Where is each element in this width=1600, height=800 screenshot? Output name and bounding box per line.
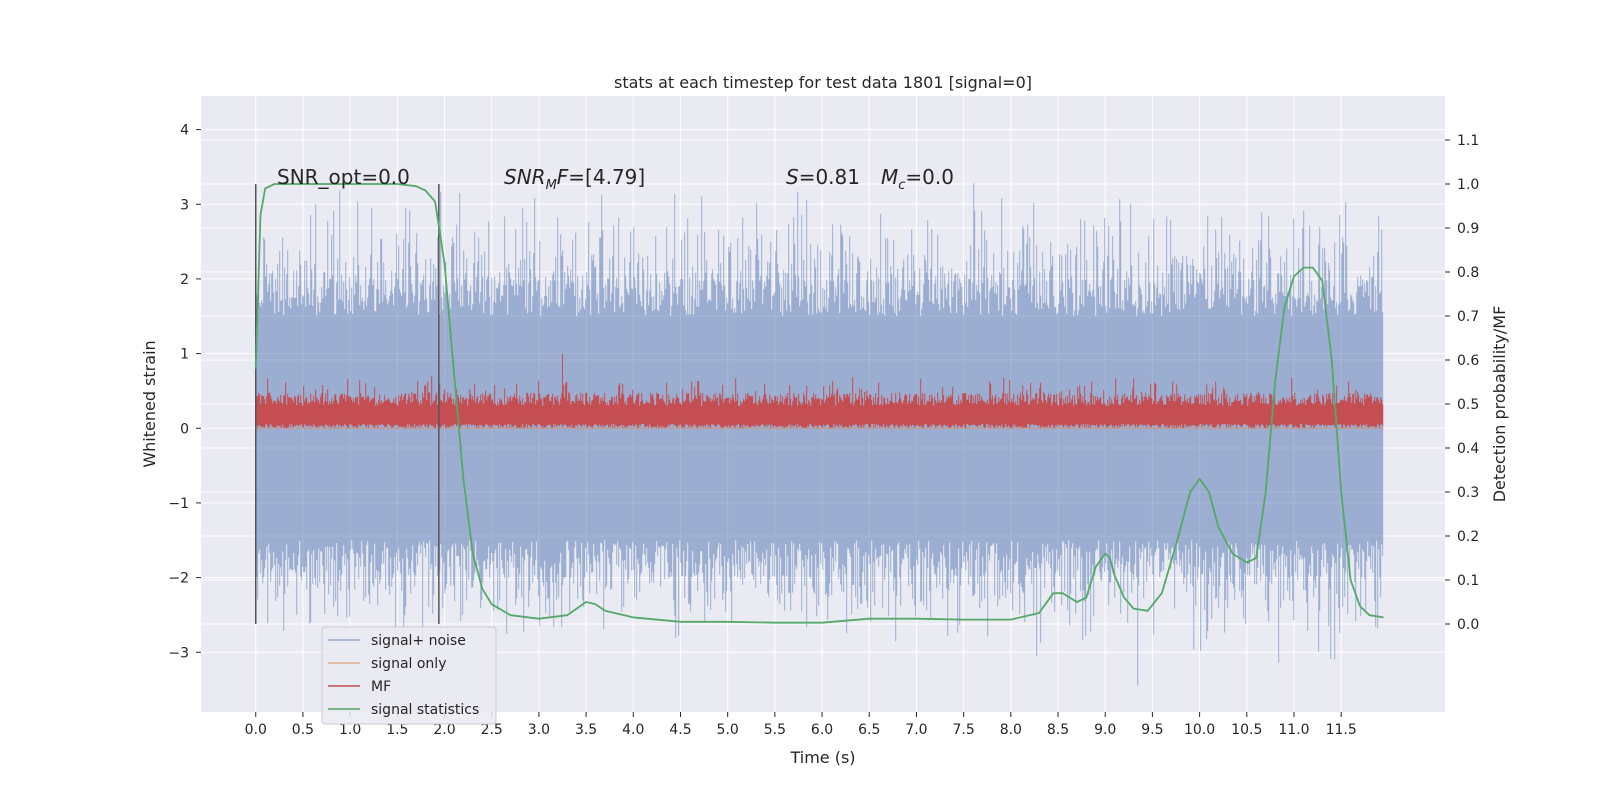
x-tick-label: 6.0 bbox=[811, 722, 833, 738]
y-right-tick-label: 0.5 bbox=[1457, 397, 1479, 413]
x-tick-label: 4.5 bbox=[669, 722, 691, 738]
y-left-tick-label: −1 bbox=[168, 496, 189, 512]
y-right-tick-label: 0.1 bbox=[1457, 573, 1479, 589]
y-right-tick-label: 0.3 bbox=[1457, 485, 1479, 501]
x-tick-label: 8.5 bbox=[1047, 722, 1069, 738]
x-tick-label: 3.0 bbox=[528, 722, 550, 738]
signal-statistics-series bbox=[254, 183, 1384, 624]
legend-label-signal-statistics: signal statistics bbox=[371, 702, 479, 718]
x-tick-label: 5.0 bbox=[717, 722, 739, 738]
y-axis-left-label: Whitened strain bbox=[140, 340, 159, 467]
y-right-tick-label: 0.4 bbox=[1457, 441, 1479, 457]
x-tick-label: 11.5 bbox=[1326, 722, 1357, 738]
snr-mf-annotation: SNRMF=[4.79] bbox=[504, 165, 645, 193]
y-right-tick-label: 1.1 bbox=[1457, 133, 1479, 149]
y-right-tick-label: 0.7 bbox=[1457, 309, 1479, 325]
y-axis-right-ticks: 0.0 0.1 0.2 0.3 0.4 0.5 0.6 0.7 0.8 0.9 1.0 1.1 bbox=[1445, 133, 1479, 633]
y-left-tick-label: −2 bbox=[168, 571, 189, 587]
x-tick-label: 0.5 bbox=[292, 722, 314, 738]
y-left-tick-label: 3 bbox=[180, 197, 189, 213]
s-value: =0.81 bbox=[799, 165, 860, 189]
x-tick-label: 9.5 bbox=[1141, 722, 1163, 738]
y-right-tick-label: 0.2 bbox=[1457, 529, 1479, 545]
x-tick-label: 2.5 bbox=[481, 722, 503, 738]
x-tick-label: 11.0 bbox=[1278, 722, 1309, 738]
legend-label-signal-only: signal only bbox=[371, 656, 446, 672]
marker-vlines bbox=[254, 184, 440, 624]
y-axis-left-ticks: −3 −2 −1 0 1 2 3 4 bbox=[168, 123, 201, 661]
y-left-tick-label: 2 bbox=[180, 272, 189, 288]
y-left-tick-label: 4 bbox=[180, 123, 189, 139]
legend-label-mf: MF bbox=[371, 679, 391, 695]
x-tick-label: 7.0 bbox=[905, 722, 927, 738]
y-axis-right-label: Detection probability/MF bbox=[1490, 306, 1509, 503]
signal-statistics-line bbox=[254, 183, 1384, 624]
x-tick-label: 10.5 bbox=[1231, 722, 1262, 738]
x-tick-label: 8.0 bbox=[1000, 722, 1022, 738]
x-tick-label: 9.0 bbox=[1094, 722, 1116, 738]
x-axis-ticks: 0.0 0.5 1.0 1.5 2.0 2.5 3.0 3.5 4.0 4.5 5.0 5.5 6.0 6… bbox=[245, 712, 1357, 738]
s-annotation: S=0.81 bbox=[786, 165, 860, 189]
y-right-tick-label: 0.0 bbox=[1457, 617, 1479, 633]
y-left-tick-label: 1 bbox=[180, 347, 189, 363]
y-right-tick-label: 1.0 bbox=[1457, 177, 1479, 193]
x-axis-label: Time (s) bbox=[789, 748, 855, 767]
x-tick-label: 4.0 bbox=[622, 722, 644, 738]
snr-mf-value: =[4.79] bbox=[568, 165, 645, 189]
chart-title: stats at each timestep for test data 180… bbox=[614, 73, 1032, 92]
x-tick-label: 0.0 bbox=[245, 722, 267, 738]
x-tick-label: 5.5 bbox=[764, 722, 786, 738]
y-right-tick-label: 0.9 bbox=[1457, 221, 1479, 237]
x-tick-label: 1.5 bbox=[386, 722, 408, 738]
x-tick-label: 1.0 bbox=[339, 722, 361, 738]
x-tick-label: 6.5 bbox=[858, 722, 880, 738]
y-right-tick-label: 0.8 bbox=[1457, 265, 1479, 281]
legend-box bbox=[321, 626, 497, 725]
y-left-tick-label: 0 bbox=[180, 421, 189, 437]
x-tick-label: 10.0 bbox=[1184, 722, 1215, 738]
y-left-tick-label: −3 bbox=[168, 645, 189, 661]
x-tick-label: 3.5 bbox=[575, 722, 597, 738]
snr-opt-annotation: SNR_opt=0.0 bbox=[277, 165, 410, 189]
x-tick-label: 7.5 bbox=[953, 722, 975, 738]
y-right-tick-label: 0.6 bbox=[1457, 353, 1479, 369]
mc-annotation: Mc=0.0 bbox=[881, 165, 954, 193]
x-tick-label: 2.0 bbox=[433, 722, 455, 738]
legend-label-signal-noise: signal+ noise bbox=[371, 633, 466, 649]
legend: signal+ noise signal only MF signal stat… bbox=[321, 626, 497, 725]
mc-value: =0.0 bbox=[905, 165, 954, 189]
